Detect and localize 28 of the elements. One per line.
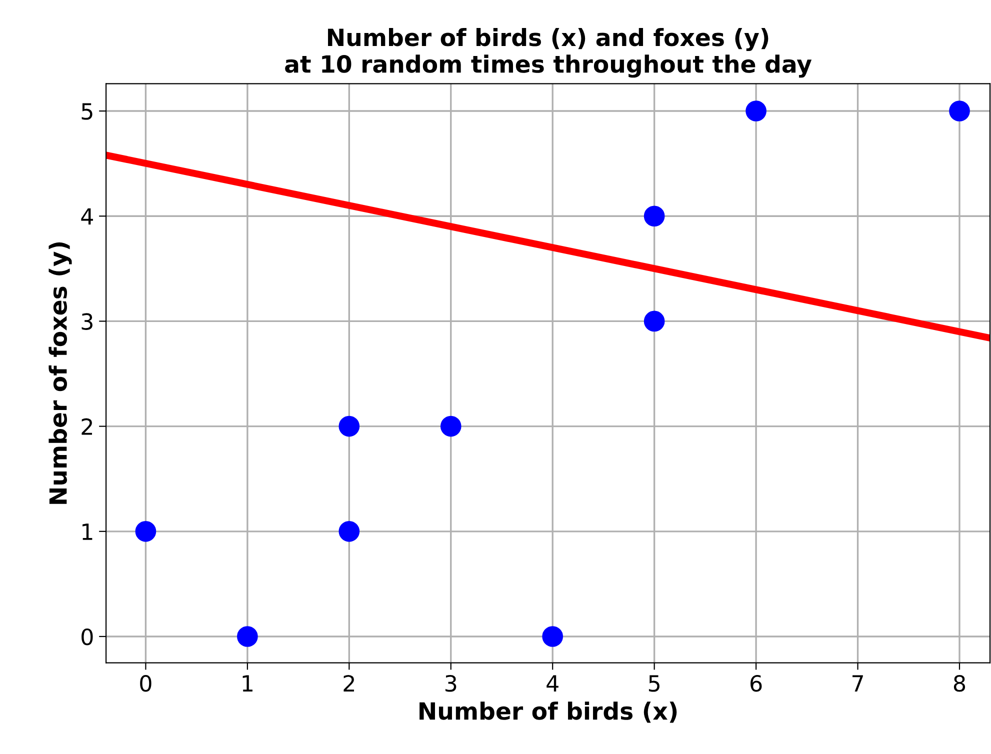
chart-title: Number of birds (x) and foxes (y) at 10 random times throughout the day <box>285 28 812 78</box>
x-tick-label: 6 <box>750 674 762 692</box>
y-tick-label: 5 <box>82 103 92 120</box>
x-tick-label: 1 <box>242 675 252 692</box>
x-tick-label: 0 <box>140 674 152 692</box>
y-axis-title: Number of foxes (y) <box>48 242 72 504</box>
point <box>644 206 665 227</box>
point <box>949 100 970 122</box>
y-tick-label: 2 <box>82 418 92 435</box>
x-tick-label: 5 <box>648 675 660 692</box>
point <box>237 626 258 647</box>
y-tick-label: 0 <box>82 628 93 646</box>
x-axis-title: Number of birds (x) <box>420 702 677 723</box>
y-tick-label: 1 <box>82 524 92 540</box>
point <box>135 520 156 542</box>
y-tick-label: 4 <box>81 208 93 225</box>
x-tick-label: 7 <box>852 675 863 692</box>
point <box>338 520 360 542</box>
point <box>746 100 766 122</box>
y-tick-label: 3 <box>82 313 92 330</box>
x-tick-label: 8 <box>954 674 966 692</box>
x-tick-label: 4 <box>546 675 558 692</box>
point <box>644 310 665 332</box>
point <box>440 416 462 437</box>
x-tick-label: 3 <box>446 674 456 692</box>
point <box>338 416 360 437</box>
point <box>542 626 564 647</box>
x-tick-label: 2 <box>344 674 354 692</box>
